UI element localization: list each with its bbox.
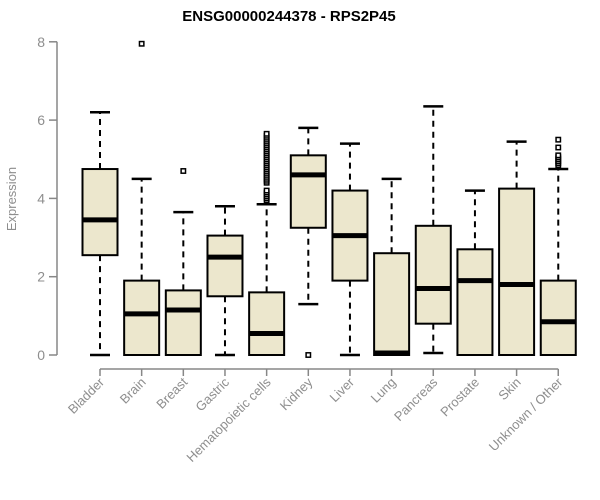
outlier-point — [138, 40, 145, 47]
chart-title: ENSG00000244378 - RPS2P45 — [182, 8, 395, 25]
x-tick-label: Bladder — [65, 374, 108, 417]
x-tick-label: Breast — [153, 374, 190, 411]
y-axis-title: Expression — [4, 167, 19, 231]
y-axis: 0 2 4 6 8 — [37, 34, 58, 363]
box-rect — [164, 289, 202, 356]
box-rect — [456, 248, 494, 356]
x-tick-label: Brain — [117, 375, 149, 407]
x-tick-label: Kidney — [277, 374, 316, 413]
outlier-point — [555, 136, 562, 143]
box-rect — [289, 154, 327, 229]
x-tick-label: Prostate — [437, 375, 482, 420]
y-tick-label: 6 — [37, 112, 45, 128]
box-rect — [123, 279, 161, 356]
x-tick-label: Skin — [495, 375, 523, 403]
x-tick-label: Lung — [368, 375, 399, 406]
outlier-point — [263, 130, 270, 137]
outlier-point — [555, 152, 562, 159]
box-rect — [539, 279, 577, 356]
x-tick-label: Unknown / Other — [486, 374, 566, 454]
x-tick-label: Liver — [327, 374, 358, 405]
boxes-layer — [81, 40, 577, 358]
box-rect — [498, 187, 536, 356]
outlier-point — [263, 187, 270, 194]
y-tick-label: 4 — [37, 190, 45, 206]
x-tick-label: Gastric — [192, 374, 232, 414]
box-rect — [206, 234, 244, 298]
outlier-point — [305, 352, 312, 358]
x-tick-label: Pancreas — [391, 374, 441, 424]
outlier-point — [180, 168, 187, 174]
box-rect — [81, 168, 119, 257]
y-tick-label: 8 — [37, 34, 45, 50]
y-tick-label: 2 — [37, 269, 45, 285]
y-tick-label: 0 — [37, 347, 45, 363]
box-rect — [414, 224, 452, 325]
box-rect — [248, 291, 286, 356]
box-rect — [373, 252, 411, 357]
outlier-point — [555, 144, 562, 151]
